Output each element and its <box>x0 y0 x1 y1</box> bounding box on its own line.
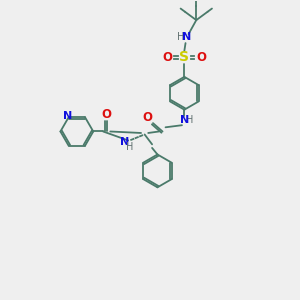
Text: N: N <box>120 137 129 147</box>
Text: O: O <box>142 111 153 124</box>
Text: H: H <box>186 115 194 124</box>
Text: S: S <box>179 50 189 64</box>
Text: N: N <box>180 115 189 124</box>
Text: O: O <box>162 51 172 64</box>
Text: O: O <box>197 51 207 64</box>
Text: N: N <box>63 111 73 121</box>
Text: N: N <box>182 32 191 42</box>
Text: H: H <box>177 32 184 42</box>
Text: O: O <box>102 108 112 121</box>
Text: H: H <box>126 142 133 152</box>
